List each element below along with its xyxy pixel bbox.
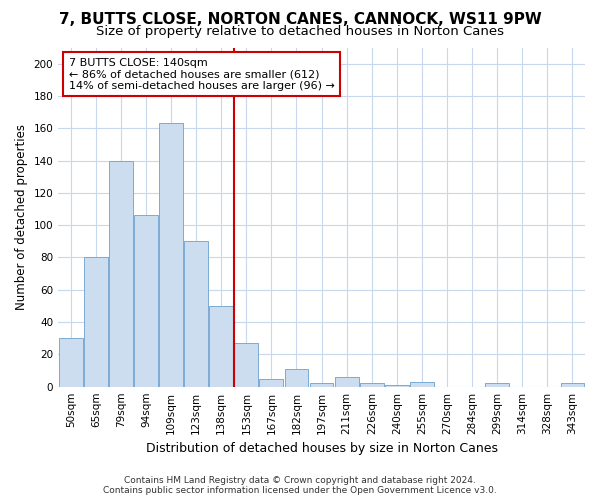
Bar (360, 384, 383, 386)
Bar (235, 343, 258, 386)
Bar (159, 124, 183, 386)
Text: 7, BUTTS CLOSE, NORTON CANES, CANNOCK, WS11 9PW: 7, BUTTS CLOSE, NORTON CANES, CANNOCK, W… (59, 12, 541, 28)
Bar (259, 378, 283, 386)
Bar (560, 384, 584, 386)
Y-axis label: Number of detached properties: Number of detached properties (15, 124, 28, 310)
Bar (59, 338, 83, 386)
Bar (385, 385, 409, 386)
Bar (109, 160, 133, 386)
Text: Contains HM Land Registry data © Crown copyright and database right 2024.
Contai: Contains HM Land Registry data © Crown c… (103, 476, 497, 495)
X-axis label: Distribution of detached houses by size in Norton Canes: Distribution of detached houses by size … (146, 442, 497, 455)
Bar (310, 384, 334, 386)
Bar (485, 384, 509, 386)
Bar (410, 382, 434, 386)
Bar (335, 377, 359, 386)
Bar (209, 306, 233, 386)
Bar (284, 369, 308, 386)
Text: 7 BUTTS CLOSE: 140sqm
← 86% of detached houses are smaller (612)
14% of semi-det: 7 BUTTS CLOSE: 140sqm ← 86% of detached … (69, 58, 335, 91)
Bar (84, 258, 108, 386)
Bar (184, 242, 208, 386)
Text: Size of property relative to detached houses in Norton Canes: Size of property relative to detached ho… (96, 25, 504, 38)
Bar (134, 216, 158, 386)
